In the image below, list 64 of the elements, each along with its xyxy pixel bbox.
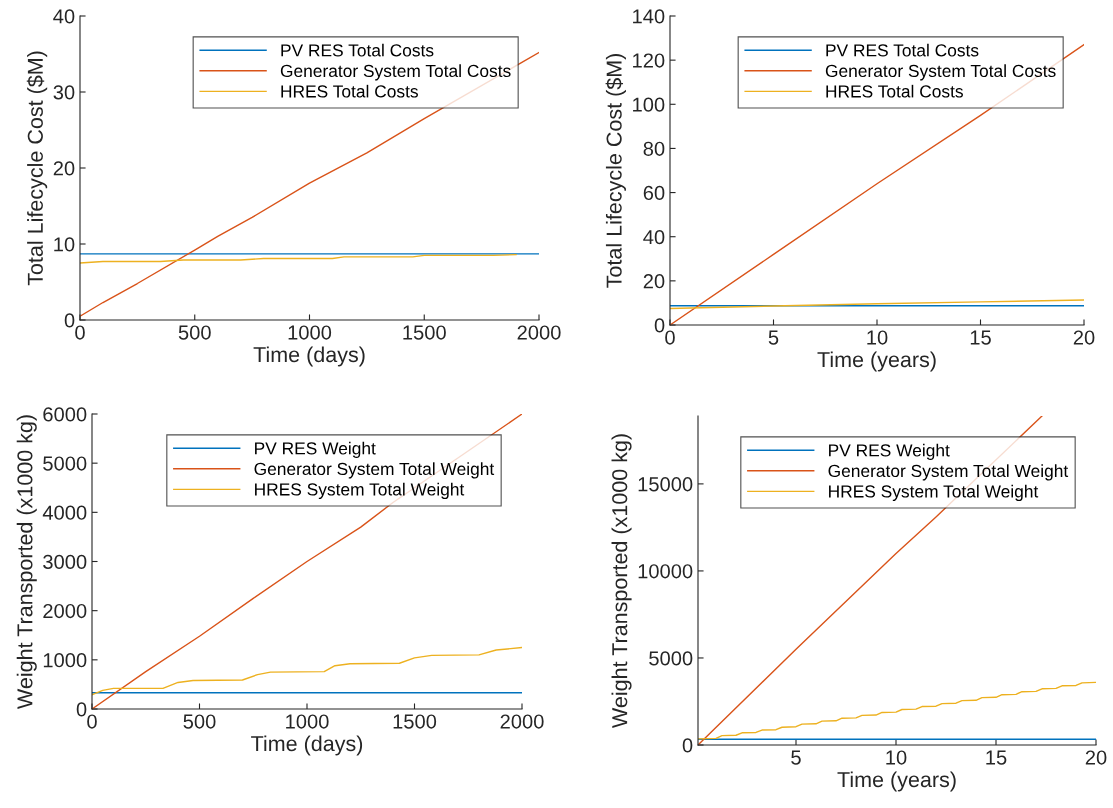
line-series [80, 253, 517, 264]
x-axis-title: Time (days) [251, 735, 363, 756]
y-tick-label: 0 [64, 313, 75, 328]
x-tick-label: 2000 [517, 325, 561, 340]
x-tick-label: 5 [768, 330, 779, 345]
y-axis-title: Weight Transported (x1000 kg) [611, 434, 632, 728]
x-axis-title: Time (years) [837, 771, 956, 792]
y-tick-label: 40 [53, 9, 75, 24]
y-tick-label: 20 [643, 274, 665, 289]
x-tick-label: 10 [886, 750, 907, 765]
y-axis-title: Total Lifecycle Cost ($M) [605, 53, 626, 288]
y-tick-label: 6000 [43, 407, 87, 422]
x-tick-label: 1500 [403, 325, 446, 340]
x-tick-label: 20 [1085, 750, 1107, 765]
legend-label: Generator System Total Costs [280, 64, 511, 81]
legend-label: Generator System Total Weight [828, 464, 1069, 481]
x-tick-label: 2000 [500, 714, 544, 729]
legend-label: PV RES Weight [829, 443, 950, 460]
legend-label: PV RES Total Costs [826, 43, 979, 57]
legend-label: Generator System Total Costs [825, 64, 1056, 81]
y-tick-label: 10000 [638, 564, 693, 579]
x-tick-label: 1500 [393, 714, 437, 729]
x-tick-label: 0 [87, 714, 97, 729]
x-tick-label: 10 [867, 330, 888, 345]
legend-label: HRES Total Costs [826, 84, 963, 98]
y-tick-label: 2000 [43, 603, 87, 619]
y-tick-label: 5000 [649, 651, 693, 666]
y-tick-label: 140 [633, 9, 665, 24]
y-axis-title: Total Lifecycle Cost ($M) [26, 51, 48, 286]
legend-label: PV RES Weight [255, 441, 376, 458]
line-series [698, 681, 1096, 740]
y-tick-label: 15000 [638, 477, 693, 492]
x-tick-label: 500 [178, 325, 211, 340]
y-tick-label: 0 [682, 738, 693, 753]
x-tick-label: 15 [986, 750, 1007, 765]
x-tick-label: 1000 [286, 714, 329, 729]
y-tick-label: 0 [76, 702, 87, 717]
y-tick-label: 60 [643, 185, 665, 201]
y-tick-label: 3000 [43, 554, 87, 569]
x-tick-label: 5 [791, 750, 801, 765]
y-axis-title: Weight Transported (x1000 kg) [16, 415, 37, 709]
legend-label: HRES System Total Weight [255, 482, 465, 500]
y-tick-label: 5000 [43, 456, 87, 471]
line-series [92, 646, 522, 696]
y-tick-label: 80 [643, 141, 665, 156]
legend-label: HRES System Total Weight [829, 484, 1039, 502]
x-axis-title: Time (days) [253, 346, 365, 367]
x-tick-label: 20 [1073, 330, 1095, 345]
y-tick-label: 100 [633, 97, 665, 112]
x-tick-label: 500 [183, 714, 216, 729]
legend-label: HRES Total Costs [281, 84, 418, 98]
y-tick-label: 10 [54, 237, 75, 252]
y-tick-label: 20 [53, 161, 75, 176]
x-tick-label: 1000 [288, 325, 332, 340]
x-axis-title: Time (years) [817, 351, 936, 372]
y-tick-label: 1000 [43, 653, 87, 668]
y-tick-label: 30 [53, 85, 75, 100]
line-series [670, 299, 1084, 310]
legend-label: PV RES Total Costs [281, 43, 434, 57]
y-tick-label: 4000 [42, 505, 87, 520]
y-tick-label: 120 [633, 53, 665, 68]
x-tick-label: 15 [970, 330, 991, 345]
legend-label: Generator System Total Weight [254, 462, 495, 479]
y-tick-label: 40 [643, 229, 665, 245]
